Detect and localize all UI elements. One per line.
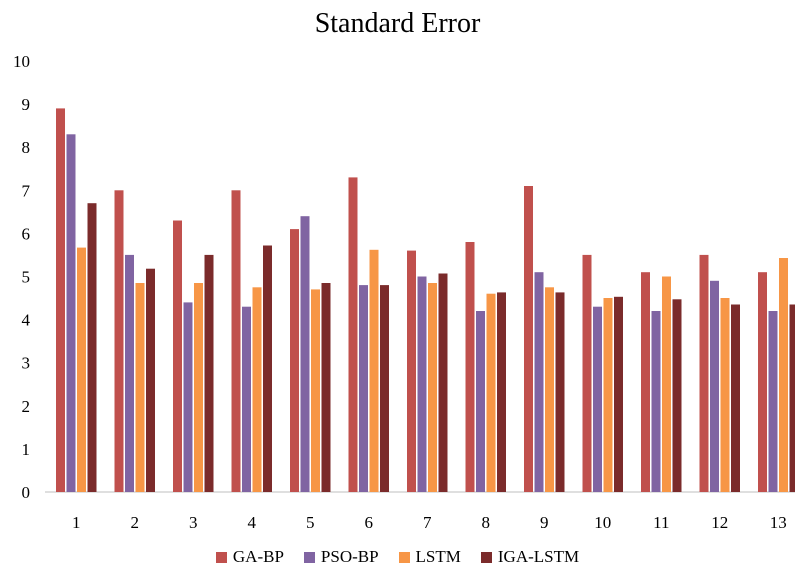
x-tick-label: 4: [248, 513, 257, 532]
bar-lstm-10: [603, 298, 613, 492]
bar-iga-lstm-9: [555, 292, 565, 492]
x-tick-label: 7: [423, 513, 432, 532]
bar-ga-bp-8: [465, 242, 475, 492]
bar-iga-lstm-10: [614, 296, 623, 492]
bar-lstm-3: [194, 283, 203, 492]
bar-iga-lstm-1: [87, 203, 97, 492]
bar-iga-lstm-5: [321, 283, 331, 492]
x-tick-label: 11: [653, 513, 669, 532]
x-tick-label: 8: [482, 513, 491, 532]
x-tick-label: 12: [711, 513, 728, 532]
bar-lstm-2: [135, 283, 145, 492]
bar-lstm-7: [428, 283, 437, 492]
bar-lstm-9: [545, 287, 554, 492]
legend-swatch: [303, 551, 315, 563]
bar-pso-bp-9: [534, 272, 544, 492]
x-tick-label: 2: [131, 513, 140, 532]
y-tick-label: 9: [22, 95, 31, 114]
legend-item: PSO-BP: [303, 547, 379, 567]
bar-lstm-4: [252, 287, 262, 492]
bar-iga-lstm-13: [789, 304, 795, 492]
bar-ga-bp-7: [407, 250, 416, 492]
bar-lstm-8: [486, 293, 496, 492]
legend-label: IGA-LSTM: [497, 547, 580, 566]
bar-iga-lstm-6: [380, 285, 389, 492]
legend-item: GA-BP: [215, 547, 284, 567]
x-tick-label: 9: [540, 513, 549, 532]
bar-lstm-1: [77, 247, 86, 492]
x-tick-label: 5: [306, 513, 315, 532]
bar-pso-bp-7: [417, 276, 427, 492]
bar-lstm-6: [369, 249, 379, 492]
y-tick-label: 3: [22, 354, 31, 373]
y-tick-label: 10: [13, 52, 30, 71]
bar-iga-lstm-2: [146, 268, 155, 492]
bar-pso-bp-2: [125, 254, 134, 492]
bar-ga-bp-1: [56, 108, 65, 493]
bar-lstm-13: [779, 258, 788, 492]
bar-ga-bp-3: [173, 220, 182, 492]
legend-label: LSTM: [415, 547, 461, 566]
bar-pso-bp-3: [183, 302, 193, 492]
bar-iga-lstm-12: [731, 304, 740, 492]
legend-swatch: [398, 551, 410, 563]
bar-ga-bp-10: [582, 254, 592, 492]
y-tick-label: 7: [22, 181, 31, 200]
y-tick-label: 6: [22, 224, 31, 243]
x-tick-label: 13: [770, 513, 787, 532]
bar-pso-bp-6: [359, 285, 368, 492]
bar-pso-bp-4: [242, 306, 251, 492]
x-tick-label: 10: [594, 513, 611, 532]
legend-swatch: [215, 551, 227, 563]
y-tick-label: 4: [22, 311, 31, 330]
bar-pso-bp-12: [710, 280, 719, 492]
y-tick-label: 0: [22, 483, 31, 502]
bar-lstm-5: [311, 289, 320, 492]
bar-ga-bp-2: [114, 190, 124, 493]
legend-label: GA-BP: [232, 547, 284, 566]
bar-ga-bp-4: [231, 190, 241, 493]
y-tick-label: 2: [22, 397, 31, 416]
bar-ga-bp-11: [641, 272, 650, 492]
bar-iga-lstm-3: [204, 254, 214, 492]
bar-iga-lstm-4: [263, 245, 272, 492]
legend-swatch: [480, 551, 492, 563]
bar-pso-bp-1: [66, 134, 76, 493]
x-tick-label: 3: [189, 513, 198, 532]
y-tick-label: 1: [22, 440, 31, 459]
x-tick-label: 6: [365, 513, 374, 532]
bar-lstm-12: [720, 298, 730, 492]
bar-ga-bp-12: [699, 254, 709, 492]
bar-pso-bp-8: [476, 311, 485, 492]
y-tick-label: 5: [22, 268, 31, 287]
bar-pso-bp-13: [768, 311, 778, 492]
bar-lstm-11: [662, 276, 671, 492]
legend: GA-BP PSO-BP LSTM IGA-LSTM: [0, 547, 795, 567]
bar-ga-bp-6: [348, 177, 358, 492]
bar-pso-bp-5: [300, 216, 310, 492]
bar-iga-lstm-8: [497, 292, 506, 492]
legend-item: LSTM: [398, 547, 461, 567]
bar-iga-lstm-7: [438, 273, 448, 492]
y-tick-label: 8: [22, 138, 31, 157]
bar-ga-bp-13: [758, 272, 767, 492]
x-tick-label: 1: [72, 513, 81, 532]
bar-iga-lstm-11: [672, 299, 682, 492]
chart-title: Standard Error: [314, 8, 481, 39]
bar-pso-bp-11: [651, 311, 661, 492]
legend-label: PSO-BP: [320, 547, 379, 566]
bar-ga-bp-9: [524, 186, 533, 492]
bar-pso-bp-10: [593, 306, 602, 492]
bar-ga-bp-5: [290, 229, 299, 492]
legend-item: IGA-LSTM: [480, 547, 580, 567]
